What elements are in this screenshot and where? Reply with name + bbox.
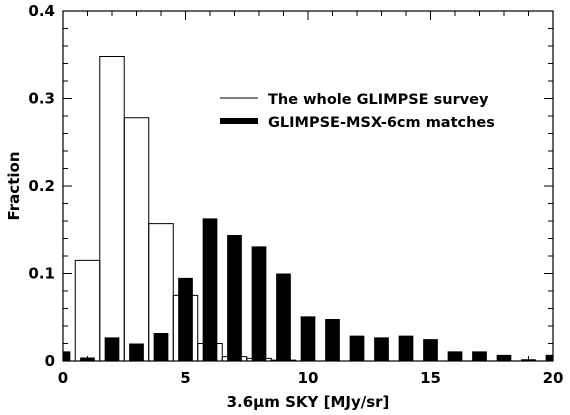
matches-bar: [423, 339, 438, 361]
x-tick-label: 0: [58, 369, 68, 387]
matches-bar: [276, 273, 291, 361]
matches-bar: [104, 337, 120, 361]
x-tick-label: 20: [543, 369, 564, 387]
matches-bar: [398, 335, 414, 361]
matches-bar: [300, 316, 316, 361]
series-matches-bars: [63, 218, 553, 361]
matches-bar: [178, 277, 193, 361]
plot-frame: [62, 10, 554, 362]
whole-survey-bar: [74, 259, 101, 362]
matches-bar: [153, 333, 169, 361]
whole-survey-bar: [99, 56, 125, 362]
whole-survey-bar: [123, 117, 150, 362]
y-axis-title: Fraction: [5, 152, 23, 221]
y-tick-label: 0: [45, 352, 55, 370]
y-axis: 0 0.1 0.2 0.3 0.4: [28, 2, 553, 370]
matches-bar: [227, 235, 242, 361]
matches-bar: [325, 319, 340, 361]
x-axis: 0 5 10 15 20: [58, 11, 564, 387]
matches-bar: [202, 218, 218, 361]
y-tick-label: 0.4: [28, 2, 55, 20]
y-tick-label: 0.3: [28, 90, 55, 108]
matches-bar: [545, 354, 553, 361]
x-axis-title: 3.6µm SKY [MJy/sr]: [227, 393, 390, 411]
matches-bar: [349, 335, 365, 361]
matches-bar: [129, 343, 144, 361]
legend-label-whole-glimpse: The whole GLIMPSE survey: [268, 92, 489, 108]
matches-bar: [374, 337, 389, 361]
x-tick-label: 15: [420, 369, 441, 387]
matches-bar: [63, 351, 71, 361]
x-tick-label: 10: [298, 369, 319, 387]
y-tick-label: 0.2: [28, 177, 55, 195]
legend-label-matches: GLIMPSE-MSX-6cm matches: [268, 115, 495, 131]
y-tick-label: 0.1: [28, 265, 55, 283]
matches-bar: [251, 246, 267, 361]
x-tick-label: 5: [180, 369, 190, 387]
legend: The whole GLIMPSE survey GLIMPSE-MSX-6cm…: [220, 92, 495, 131]
